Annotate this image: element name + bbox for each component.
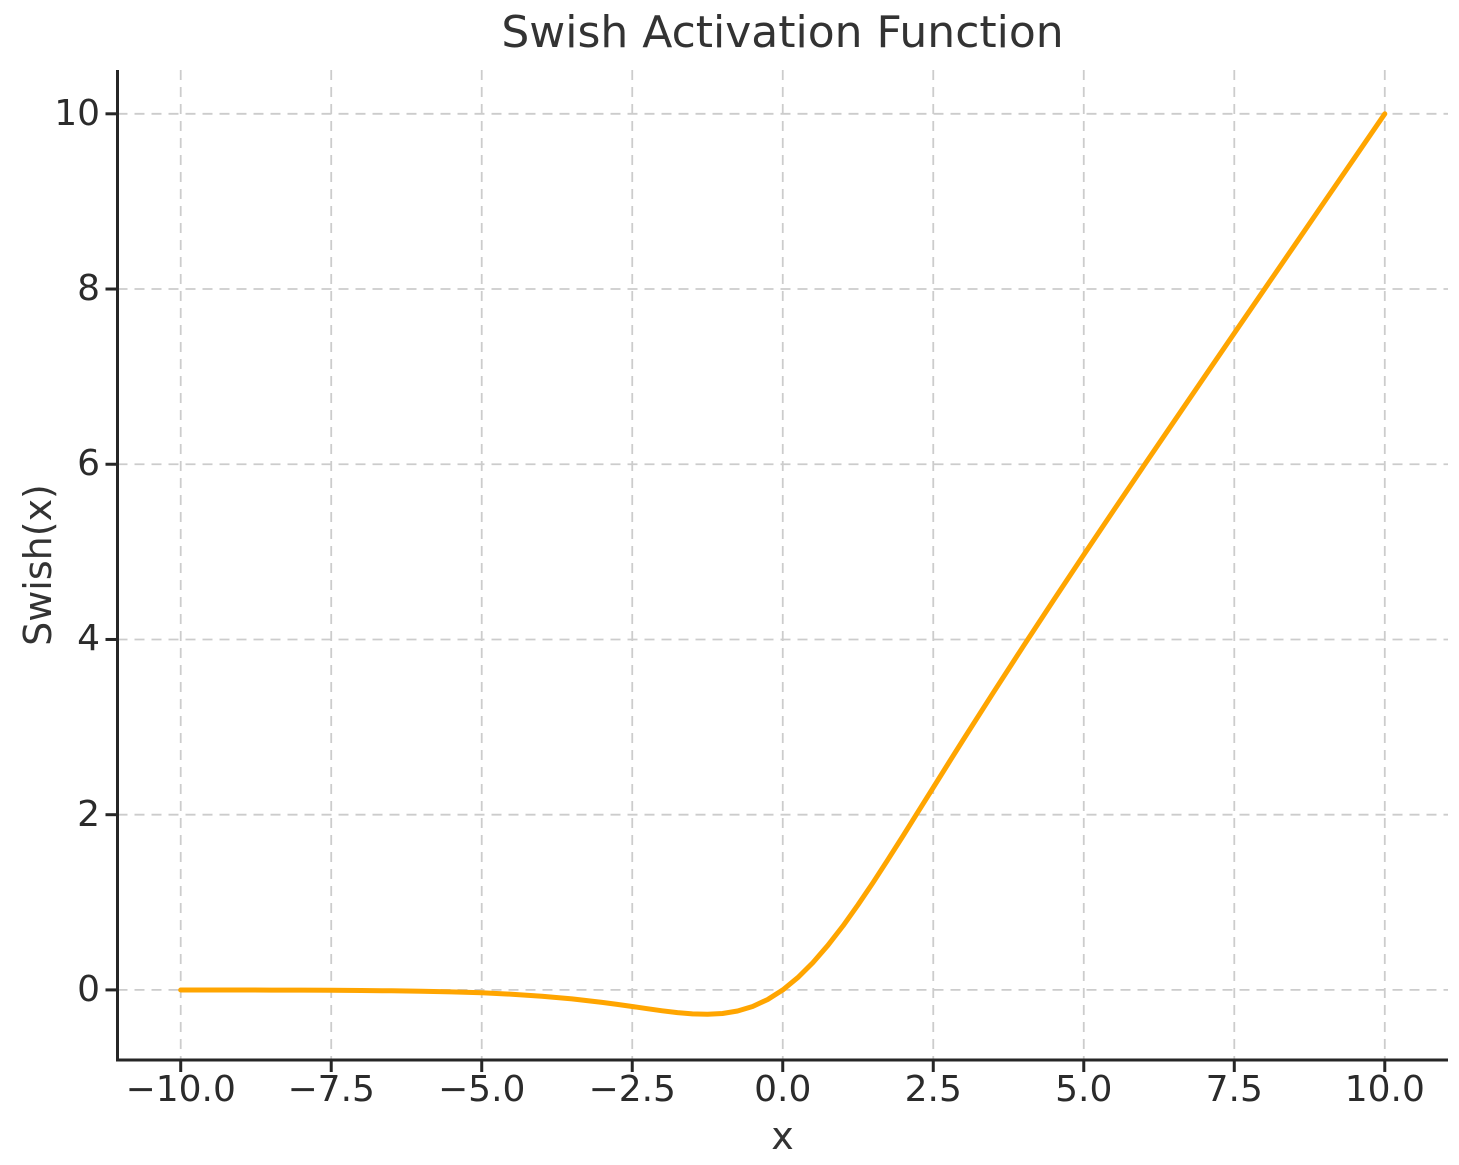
chart-title: Swish Activation Function [501,7,1064,58]
y-tick-label: 4 [77,618,100,660]
x-tick-label: −5.0 [438,1069,526,1110]
x-tick-label: 7.5 [1205,1069,1263,1110]
swish-curve [178,111,1388,1017]
x-tick-label: 10.0 [1344,1069,1425,1110]
x-tick-label: 2.5 [904,1069,962,1110]
x-tick-label: 5.0 [1055,1069,1113,1110]
y-tick-label: 2 [77,793,100,835]
y-tick-label: 0 [77,969,100,1011]
y-tick-label: 8 [77,268,100,310]
x-tick-label: −7.5 [287,1069,375,1110]
x-tick-label: 0.0 [754,1069,812,1110]
x-axis-label: x [771,1114,794,1158]
y-tick-label: 6 [77,443,100,485]
x-tick-label: −2.5 [588,1069,676,1110]
x-tick-label: −10.0 [125,1069,236,1110]
y-tick-label: 10 [54,93,100,134]
